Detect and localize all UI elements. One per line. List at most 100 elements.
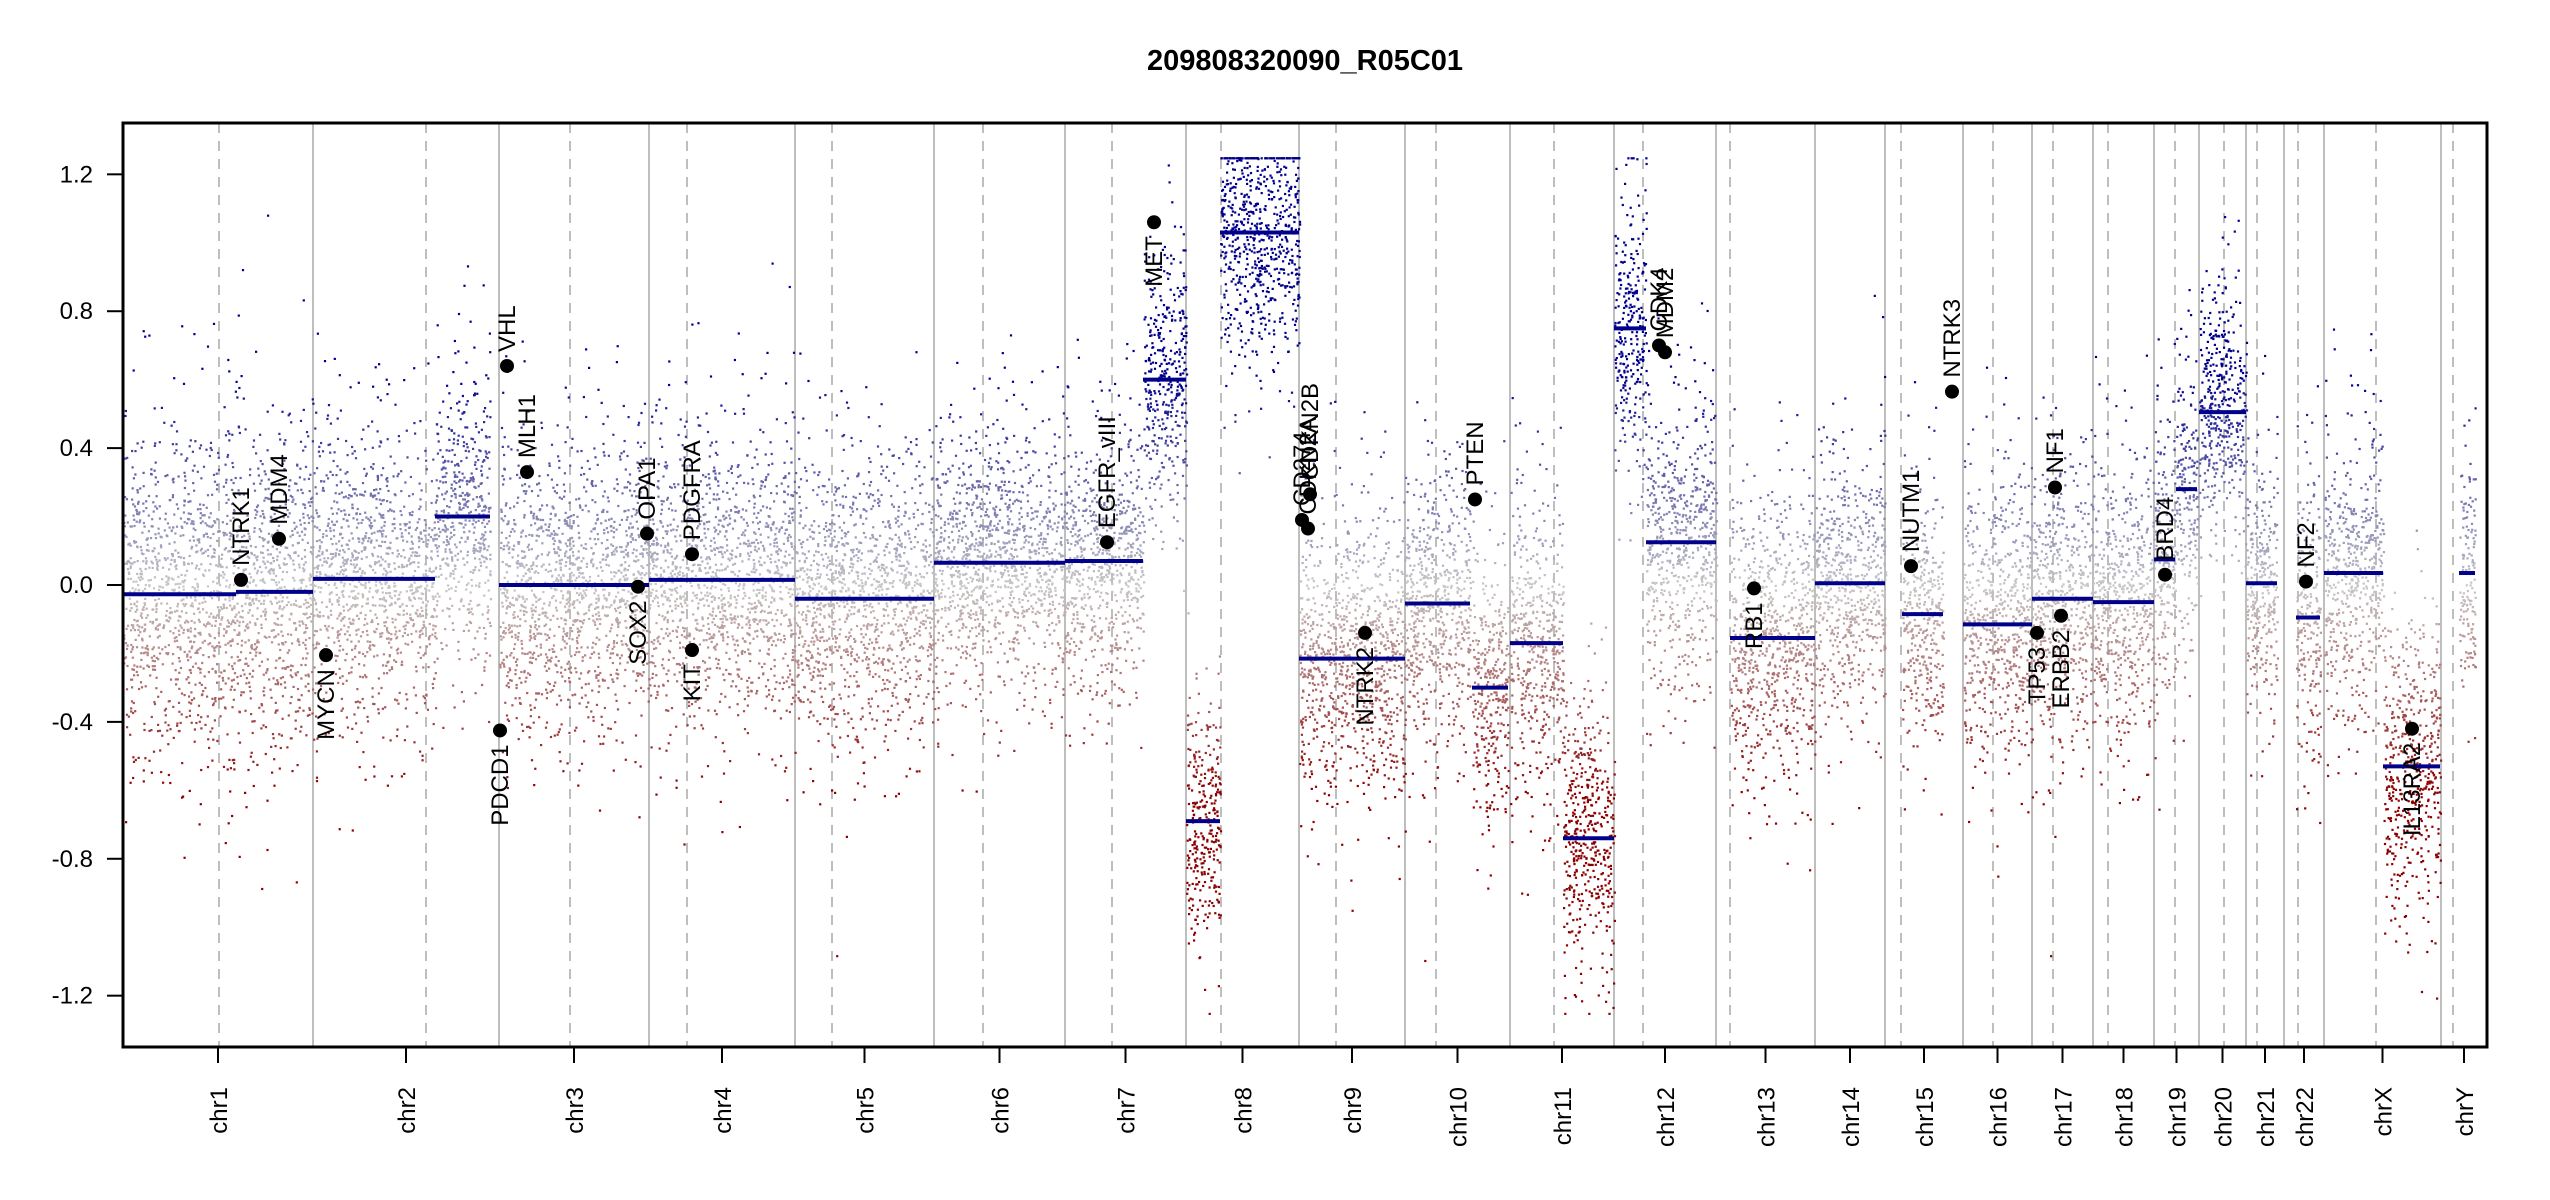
probe-point — [207, 671, 210, 674]
probe-point — [450, 460, 453, 463]
probe-point — [574, 729, 577, 732]
probe-point — [699, 697, 703, 700]
probe-point — [137, 628, 140, 631]
probe-point — [784, 550, 787, 553]
probe-point — [652, 560, 655, 563]
probe-point — [521, 595, 524, 598]
probe-point — [157, 552, 160, 555]
probe-point — [514, 673, 517, 676]
probe-point — [540, 565, 543, 568]
probe-point — [524, 492, 527, 495]
probe-point — [143, 525, 146, 528]
probe-point — [139, 631, 142, 634]
probe-point — [436, 600, 439, 603]
probe-point — [183, 856, 186, 859]
probe-point — [294, 672, 297, 675]
probe-point — [592, 565, 595, 568]
probe-point — [224, 434, 228, 437]
probe-point — [279, 648, 282, 652]
probe-point — [340, 619, 343, 622]
probe-point — [129, 609, 132, 612]
probe-point — [127, 543, 130, 546]
probe-point — [524, 535, 528, 538]
probe-point — [397, 435, 400, 438]
probe-point — [624, 574, 627, 577]
probe-point — [613, 487, 616, 490]
probe-point — [626, 554, 629, 557]
probe-point — [529, 631, 532, 634]
probe-point — [274, 711, 277, 714]
probe-point — [129, 577, 133, 580]
probe-point — [228, 439, 231, 442]
probe-point — [576, 642, 579, 645]
probe-point — [396, 613, 399, 616]
probe-point — [199, 503, 202, 506]
probe-point — [187, 493, 190, 496]
probe-point — [192, 523, 195, 526]
probe-point — [618, 455, 622, 458]
probe-point — [402, 565, 406, 568]
probe-point — [379, 514, 383, 517]
probe-point — [153, 444, 156, 447]
probe-point — [228, 432, 231, 435]
probe-point — [481, 613, 484, 616]
probe-point — [360, 731, 363, 734]
probe-point — [132, 711, 135, 715]
probe-point — [334, 552, 337, 555]
probe-point — [389, 508, 392, 511]
probe-point — [594, 501, 597, 504]
probe-point — [557, 527, 560, 530]
probe-point — [288, 555, 291, 558]
probe-point — [513, 519, 516, 522]
probe-point — [452, 525, 455, 528]
probe-point — [358, 651, 361, 654]
probe-point — [209, 441, 213, 444]
probe-point — [510, 635, 514, 638]
probe-point — [238, 431, 241, 435]
probe-point — [601, 723, 604, 726]
probe-point — [165, 575, 168, 578]
probe-point — [384, 609, 388, 612]
probe-point — [708, 455, 711, 458]
probe-point — [371, 568, 375, 572]
probe-point — [232, 466, 235, 469]
probe-point — [553, 734, 556, 737]
probe-point — [276, 529, 279, 532]
probe-point — [262, 539, 265, 542]
probe-point — [302, 709, 305, 712]
probe-point — [140, 570, 143, 573]
probe-point — [148, 566, 151, 569]
probe-point — [595, 597, 598, 600]
probe-point — [448, 548, 451, 551]
probe-point — [430, 558, 433, 561]
probe-point — [336, 636, 339, 639]
probe-point — [770, 601, 773, 604]
probe-point — [669, 552, 672, 555]
probe-point — [523, 652, 526, 655]
probe-point — [380, 516, 383, 519]
probe-point — [643, 402, 647, 405]
probe-point — [477, 485, 480, 488]
probe-point — [386, 547, 389, 550]
probe-point — [156, 636, 159, 639]
probe-point — [530, 759, 534, 762]
probe-point — [368, 537, 371, 540]
probe-point — [220, 671, 223, 674]
probe-point — [624, 568, 627, 571]
probe-point — [507, 541, 510, 544]
probe-point — [410, 632, 413, 636]
probe-point — [286, 509, 289, 512]
probe-point — [253, 648, 256, 651]
probe-point — [194, 651, 197, 654]
probe-point — [460, 508, 463, 511]
probe-point — [613, 645, 616, 648]
probe-point — [443, 498, 446, 501]
probe-point — [522, 423, 525, 426]
probe-point — [129, 562, 132, 565]
probe-point — [566, 632, 569, 635]
probe-point — [161, 663, 164, 666]
probe-point — [562, 630, 565, 633]
probe-point — [605, 597, 608, 600]
probe-point — [208, 622, 211, 625]
probe-point — [266, 799, 269, 802]
